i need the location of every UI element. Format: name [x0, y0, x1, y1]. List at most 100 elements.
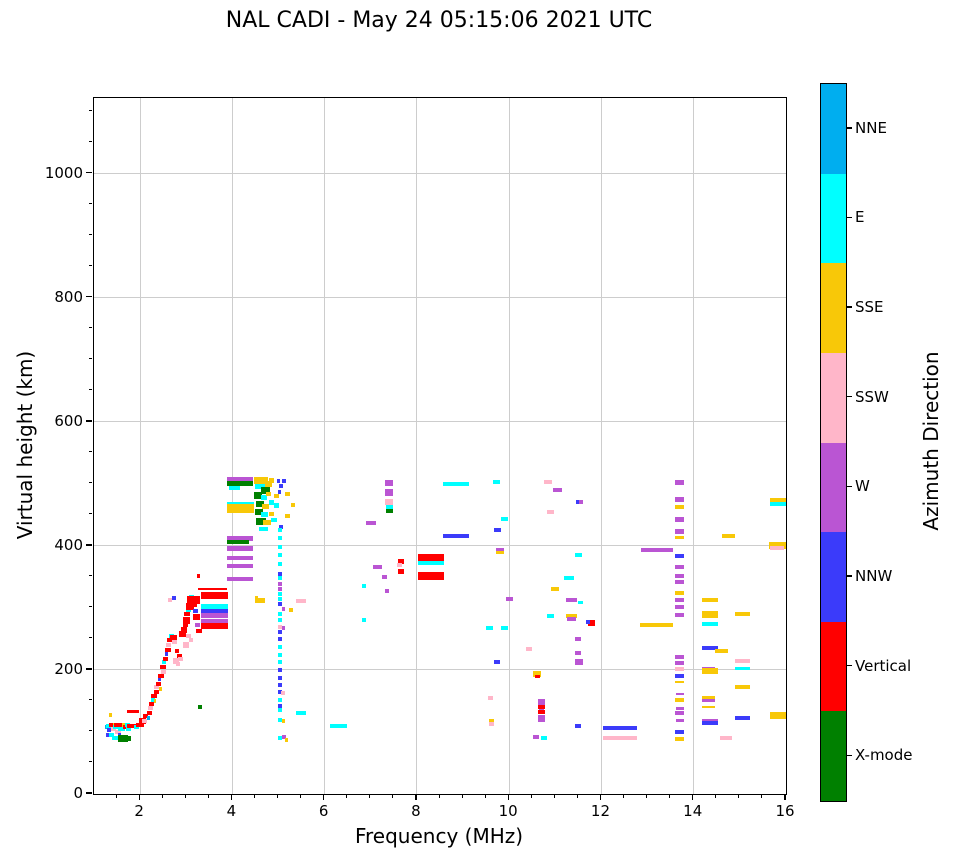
scatter-point	[285, 738, 288, 743]
colorbar	[820, 83, 847, 802]
colorbar-segment-x-mode	[821, 711, 846, 801]
scatter-point	[106, 728, 111, 733]
scatter-point	[675, 604, 685, 609]
scatter-point	[179, 630, 186, 637]
scatter-point	[587, 619, 595, 626]
scatter-point	[295, 599, 306, 604]
x-axis-minor-tick	[207, 794, 209, 798]
scatter-point	[443, 533, 470, 538]
scatter-point	[675, 536, 685, 540]
scatter-point	[675, 729, 685, 734]
scatter-point	[262, 520, 272, 526]
scatter-point	[193, 614, 200, 621]
scatter-point	[385, 505, 393, 510]
scatter-point	[384, 589, 390, 594]
x-axis-minor-tick	[253, 794, 255, 798]
scatter-point	[540, 736, 548, 741]
scatter-point	[151, 697, 155, 702]
colorbar-segment-w	[821, 442, 846, 533]
scatter-point	[261, 512, 269, 518]
y-axis-minor-tick	[88, 606, 92, 608]
scatter-point	[108, 713, 112, 718]
x-tick-label: 14	[683, 802, 703, 820]
scatter-point	[701, 667, 718, 674]
scatter-point	[734, 667, 750, 671]
scatter-point	[675, 591, 685, 596]
scatter-point	[365, 520, 376, 525]
scatter-point	[675, 613, 685, 618]
scatter-point	[675, 737, 685, 742]
scatter-point	[532, 671, 541, 678]
scatter-point	[385, 499, 394, 506]
scatter-point	[201, 618, 229, 623]
scatter-point	[278, 582, 282, 587]
scatter-point	[295, 711, 306, 716]
scatter-point	[675, 710, 685, 715]
scatter-point	[278, 624, 282, 629]
x-axis-minor-tick	[346, 794, 348, 798]
scatter-point	[167, 598, 172, 603]
scatter-point	[417, 560, 444, 565]
scatter-point	[675, 580, 685, 585]
scatter-point	[125, 727, 132, 732]
scatter-point	[149, 702, 154, 707]
scatter-point	[714, 648, 728, 653]
scatter-point	[701, 622, 718, 627]
y-gridline	[94, 421, 786, 423]
scatter-point	[278, 597, 282, 602]
scatter-point	[188, 638, 194, 643]
scatter-point	[177, 654, 182, 659]
scatter-point	[734, 716, 750, 721]
scatter-point	[113, 722, 121, 727]
scatter-point	[575, 636, 582, 641]
scatter-point	[227, 481, 254, 487]
scatter-point	[153, 685, 159, 690]
scatter-point	[278, 562, 282, 567]
page-title: NAL CADI - May 24 05:15:06 2021 UTC	[225, 8, 653, 33]
scatter-point	[443, 481, 470, 486]
scatter-point	[155, 681, 162, 686]
scatter-point	[675, 553, 685, 558]
y-axis-minor-tick	[88, 637, 92, 639]
scatter-point	[770, 502, 786, 507]
scatter-point	[186, 596, 200, 605]
scatter-point	[675, 573, 685, 578]
scatter-point	[551, 587, 560, 592]
scatter-point	[566, 613, 577, 618]
scatter-point	[547, 613, 555, 618]
scatter-point	[182, 616, 190, 624]
colorbar-tick	[847, 575, 852, 577]
plot-area	[93, 97, 787, 795]
y-axis-minor-tick	[88, 265, 92, 267]
y-axis-minor-tick	[88, 451, 92, 453]
colorbar-tick-label: SSW	[855, 387, 889, 406]
scatter-point	[185, 633, 192, 638]
scatter-point	[500, 625, 509, 630]
scatter-point	[182, 623, 189, 628]
scatter-point	[197, 705, 203, 710]
scatter-point	[701, 645, 718, 650]
scatter-point	[278, 571, 282, 576]
x-axis-minor-tick	[576, 794, 578, 798]
x-axis-tick	[138, 794, 140, 800]
y-tick-label: 600	[54, 411, 83, 430]
scatter-point	[486, 625, 494, 630]
scatter-point	[227, 556, 254, 561]
scatter-point	[134, 725, 139, 729]
x-axis-minor-tick	[646, 794, 648, 798]
y-tick-label: 800	[54, 287, 83, 306]
colorbar-tick	[847, 396, 852, 398]
scatter-point	[721, 533, 735, 538]
scatter-point	[175, 661, 181, 666]
x-axis-minor-tick	[761, 794, 763, 798]
scatter-point	[719, 736, 733, 741]
scatter-point	[254, 595, 259, 599]
scatter-point	[178, 656, 184, 661]
scatter-point	[183, 612, 191, 617]
scatter-point	[603, 725, 637, 730]
scatter-point	[489, 718, 494, 723]
scatter-point	[575, 650, 582, 655]
scatter-point	[278, 618, 282, 623]
scatter-point	[278, 636, 282, 641]
